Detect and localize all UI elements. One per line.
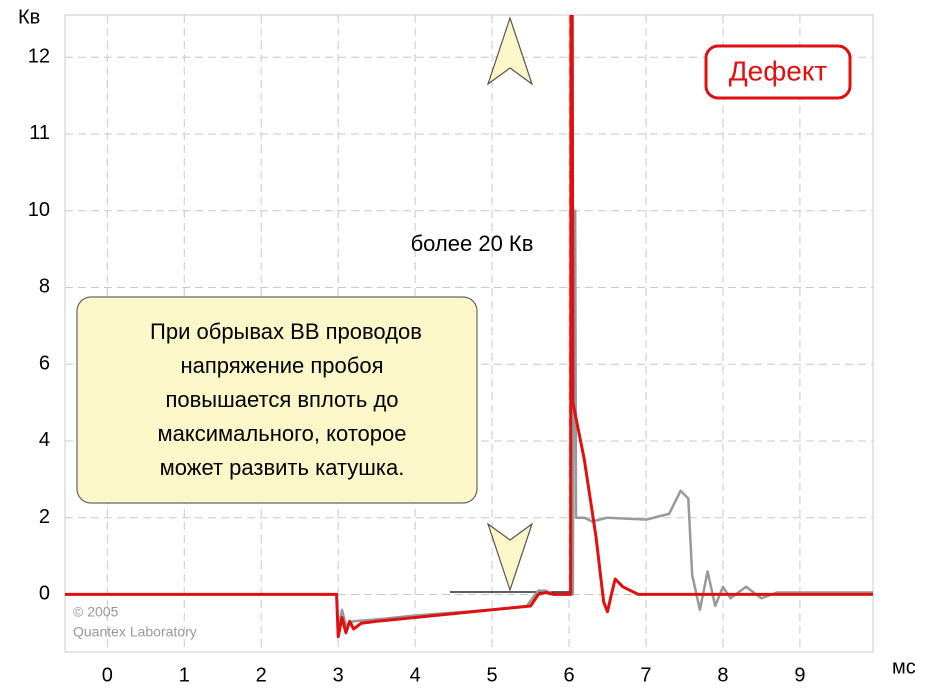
y-tick-label: 11 (29, 122, 50, 144)
y-tick-label: 10 (28, 199, 50, 221)
y-unit: Кв (18, 6, 40, 28)
series-line (65, 15, 873, 639)
x-tick-label: 3 (333, 664, 344, 686)
x-tick-label: 1 (179, 664, 190, 686)
series-line (65, 209, 873, 631)
spike-label: более 20 Кв (411, 231, 534, 256)
callout-line: При обрывах ВВ проводов (150, 319, 422, 344)
x-tick-label: 6 (563, 664, 574, 686)
callout-line: повышается вплоть до (165, 387, 398, 412)
defect-label: Дефект (729, 55, 828, 86)
callout-box (76, 296, 478, 504)
copyright: © 2005 (73, 604, 119, 620)
x-tick-label: 0 (102, 664, 113, 686)
y-tick-label: 2 (39, 506, 50, 528)
down-arrow (486, 522, 534, 592)
y-tick-label: 0 (39, 583, 50, 605)
up-arrow (486, 16, 534, 86)
defect-box (704, 44, 852, 100)
callout: При обрывах ВВ проводов напряжение пробоя… (150, 319, 422, 480)
copyright: Quantex Laboratory (73, 624, 197, 640)
callout-line: максимального, которое (158, 421, 407, 446)
callout-line: напряжение пробоя (180, 353, 383, 378)
y-tick-label: 4 (39, 429, 50, 451)
series-group (65, 15, 873, 639)
x-tick-label: 9 (794, 664, 805, 686)
x-tick-label: 7 (640, 664, 651, 686)
x-tick-label: 5 (487, 664, 498, 686)
x-tick-label: 8 (717, 664, 728, 686)
callout-line: может развить катушка. (160, 455, 405, 480)
y-tick-label: 6 (39, 352, 50, 374)
y-tick-label: 8 (39, 276, 50, 298)
x-unit: мс (892, 656, 916, 678)
y-tick-label: 12 (28, 45, 50, 67)
x-tick-label: 4 (410, 664, 421, 686)
x-tick-label: 2 (256, 664, 267, 686)
